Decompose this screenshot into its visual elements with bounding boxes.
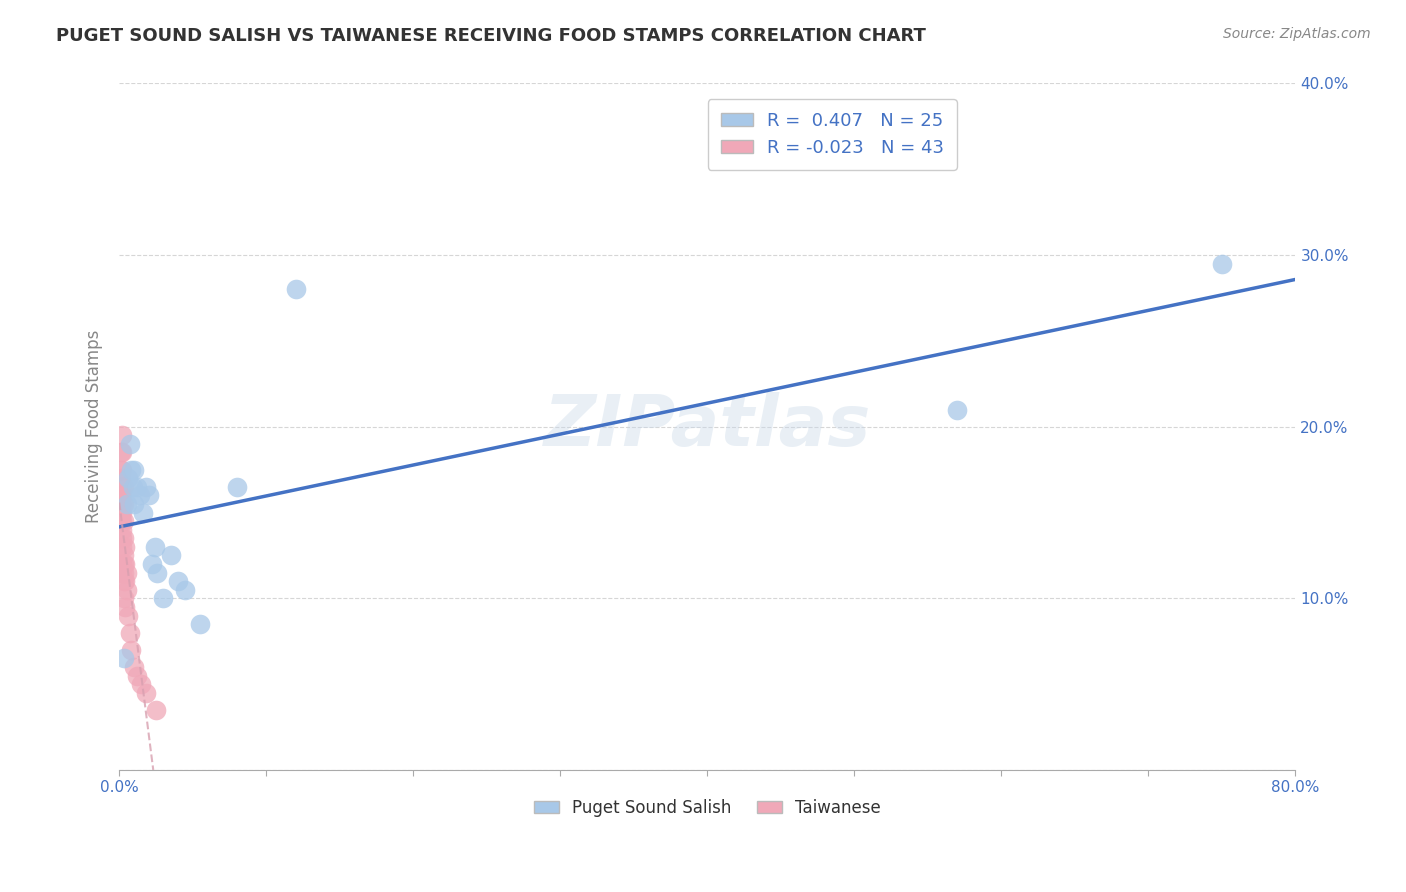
Point bbox=[114, 574, 136, 589]
Point bbox=[167, 574, 190, 589]
Point bbox=[112, 574, 135, 589]
Point bbox=[120, 643, 142, 657]
Point bbox=[946, 402, 969, 417]
Point bbox=[122, 660, 145, 674]
Point bbox=[145, 703, 167, 717]
Point bbox=[112, 497, 135, 511]
Point bbox=[112, 557, 135, 571]
Point bbox=[111, 488, 134, 502]
Point bbox=[128, 488, 150, 502]
Point bbox=[118, 437, 141, 451]
Point bbox=[115, 566, 138, 580]
Point bbox=[114, 540, 136, 554]
Point bbox=[188, 617, 211, 632]
Point bbox=[152, 591, 174, 606]
Point bbox=[110, 445, 132, 459]
Point bbox=[111, 531, 134, 545]
Point bbox=[111, 557, 134, 571]
Point bbox=[114, 557, 136, 571]
Point bbox=[118, 625, 141, 640]
Point bbox=[112, 514, 135, 528]
Point bbox=[159, 549, 181, 563]
Point bbox=[110, 514, 132, 528]
Point bbox=[135, 686, 157, 700]
Text: Source: ZipAtlas.com: Source: ZipAtlas.com bbox=[1223, 27, 1371, 41]
Point bbox=[131, 677, 153, 691]
Point bbox=[117, 608, 139, 623]
Y-axis label: Receiving Food Stamps: Receiving Food Stamps bbox=[86, 330, 103, 524]
Point bbox=[1211, 257, 1233, 271]
Point bbox=[120, 462, 142, 476]
Point bbox=[112, 591, 135, 606]
Point bbox=[112, 566, 135, 580]
Point bbox=[110, 497, 132, 511]
Point bbox=[111, 428, 134, 442]
Point bbox=[111, 445, 134, 459]
Point bbox=[115, 582, 138, 597]
Point bbox=[121, 480, 143, 494]
Point bbox=[111, 514, 134, 528]
Point bbox=[284, 282, 307, 296]
Point bbox=[132, 506, 155, 520]
Point bbox=[111, 462, 134, 476]
Text: ZIPatlas: ZIPatlas bbox=[544, 392, 872, 461]
Point bbox=[114, 599, 136, 614]
Text: PUGET SOUND SALISH VS TAIWANESE RECEIVING FOOD STAMPS CORRELATION CHART: PUGET SOUND SALISH VS TAIWANESE RECEIVIN… bbox=[56, 27, 927, 45]
Legend: Puget Sound Salish, Taiwanese: Puget Sound Salish, Taiwanese bbox=[527, 792, 887, 823]
Point bbox=[110, 471, 132, 485]
Point bbox=[135, 480, 157, 494]
Point bbox=[112, 531, 135, 545]
Point bbox=[125, 480, 148, 494]
Point bbox=[122, 497, 145, 511]
Point bbox=[111, 540, 134, 554]
Point bbox=[125, 668, 148, 682]
Point bbox=[141, 557, 163, 571]
Point bbox=[138, 488, 160, 502]
Point bbox=[110, 462, 132, 476]
Point bbox=[111, 566, 134, 580]
Point bbox=[111, 480, 134, 494]
Point bbox=[111, 523, 134, 537]
Point bbox=[146, 566, 169, 580]
Point bbox=[122, 462, 145, 476]
Point bbox=[111, 506, 134, 520]
Point bbox=[112, 480, 135, 494]
Point bbox=[112, 651, 135, 665]
Point bbox=[174, 582, 197, 597]
Point bbox=[143, 540, 166, 554]
Point bbox=[111, 497, 134, 511]
Point bbox=[112, 549, 135, 563]
Point bbox=[110, 488, 132, 502]
Point bbox=[225, 480, 247, 494]
Point bbox=[115, 497, 138, 511]
Point bbox=[110, 506, 132, 520]
Point bbox=[117, 471, 139, 485]
